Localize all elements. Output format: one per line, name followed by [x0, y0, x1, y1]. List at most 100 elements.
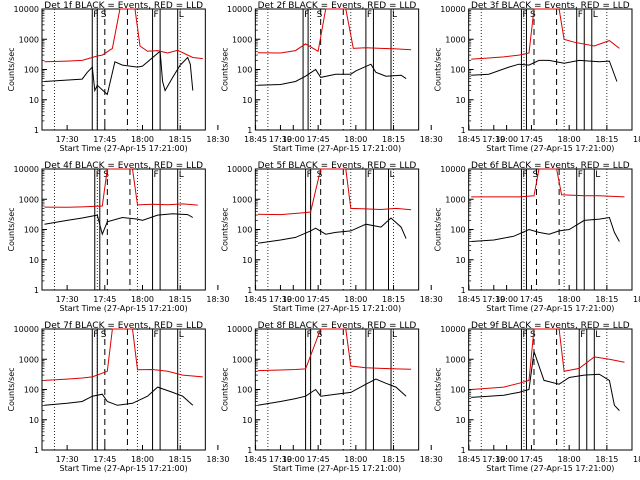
- x-axis-label: Start Time (27-Apr-15 17:21:00): [60, 464, 188, 473]
- series-lld-line: [44, 8, 203, 63]
- series-events-line: [257, 63, 407, 86]
- y-tick-label: 1: [247, 126, 252, 135]
- series-events-line: [44, 386, 194, 406]
- series-lld-line: [471, 8, 620, 60]
- y-tick-label: 10: [242, 256, 252, 265]
- panel-title: Det 9f BLACK = Events, RED = LLD: [471, 321, 630, 331]
- x-tick-label: 19:00: [495, 455, 518, 464]
- x-tick-label: 17:30: [56, 295, 79, 304]
- plot-frame: [41, 168, 206, 291]
- y-tick-label: 1: [461, 446, 466, 455]
- panel-title: Det 6f BLACK = Events, RED = LLD: [471, 161, 630, 171]
- x-tick-label: 17:45: [307, 135, 330, 144]
- x-axis-label: Start Time (27-Apr-15 17:21:00): [60, 144, 188, 153]
- x-tick-label: 18:15: [169, 135, 192, 144]
- x-tick-label: 18:45: [457, 135, 480, 144]
- x-tick-label: 17:45: [307, 455, 330, 464]
- panel-title: Det 7f BLACK = Events, RED = LLD: [44, 321, 203, 331]
- chart-panel-6: Det 6f BLACK = Events, RED = LLD 1 10 100 10…: [434, 161, 640, 313]
- y-tick-label: 1: [247, 286, 252, 295]
- x-tick-label: 19:00: [495, 295, 518, 304]
- segment-label: L: [595, 330, 600, 340]
- y-tick-label: 1000: [19, 355, 39, 364]
- plot-frame: [41, 8, 206, 131]
- y-tick-label: 100: [237, 386, 252, 395]
- y-tick-label: 10: [29, 96, 39, 105]
- segment-label: F: [307, 170, 312, 180]
- y-tick-label: 100: [237, 66, 252, 75]
- segment-label: S: [317, 330, 323, 340]
- x-tick-label: 18:30: [206, 295, 229, 304]
- y-axis-label: Counts/sec: [7, 47, 16, 91]
- series-lld-line: [257, 168, 412, 216]
- x-tick-label: 18:30: [633, 295, 640, 304]
- x-tick-label: 18:15: [595, 135, 618, 144]
- series-lld-line: [44, 168, 198, 208]
- y-tick-label: 10000: [14, 325, 39, 334]
- chart-panel-7: Det 7f BLACK = Events, RED = LLD 1 10 100 10…: [7, 321, 305, 473]
- y-tick-label: 1000: [232, 195, 252, 204]
- x-tick-label: 18:00: [558, 135, 581, 144]
- segment-label: L: [179, 10, 184, 20]
- y-tick-label: 1000: [19, 35, 39, 44]
- x-tick-label: 18:15: [382, 135, 405, 144]
- x-tick-label: 18:45: [244, 455, 267, 464]
- segment-label: F: [154, 330, 159, 340]
- x-tick-label: 18:15: [595, 295, 618, 304]
- y-tick-label: 100: [237, 226, 252, 235]
- y-tick-label: 100: [24, 66, 39, 75]
- x-tick-label: 18:00: [344, 455, 367, 464]
- y-tick-label: 1000: [232, 35, 252, 44]
- x-axis-label: Start Time (27-Apr-15 17:21:00): [273, 144, 401, 153]
- chart-panel-1: Det 1f BLACK = Events, RED = LLD 1 10 100 10…: [7, 1, 305, 153]
- y-tick-label: 10000: [440, 325, 465, 334]
- y-tick-label: 10: [29, 256, 39, 265]
- panel-title: Det 1f BLACK = Events, RED = LLD: [44, 1, 203, 11]
- plot-frame: [254, 328, 420, 451]
- x-tick-label: 19:00: [282, 295, 305, 304]
- y-axis-label: Counts/sec: [7, 367, 16, 411]
- series-events-line: [44, 213, 194, 236]
- segment-label: F: [93, 10, 98, 20]
- y-tick-label: 1: [34, 446, 39, 455]
- x-tick-label: 18:00: [344, 295, 367, 304]
- segment-label: F: [578, 10, 583, 20]
- x-tick-label: 17:30: [269, 295, 292, 304]
- y-tick-label: 10: [242, 96, 252, 105]
- y-tick-label: 10000: [227, 5, 252, 14]
- segment-label: F: [522, 330, 527, 340]
- y-tick-label: 1000: [445, 35, 465, 44]
- segment-label: L: [179, 170, 184, 180]
- plot-frame: [468, 328, 633, 451]
- segment-label: S: [532, 170, 538, 180]
- x-tick-label: 17:30: [482, 455, 505, 464]
- x-tick-label: 18:00: [131, 135, 154, 144]
- segment-label: S: [101, 330, 107, 340]
- x-tick-label: 17:45: [520, 135, 543, 144]
- chart-panel-4: Det 4f BLACK = Events, RED = LLD 1 10 100 10…: [7, 161, 305, 313]
- panel-title: Det 5f BLACK = Events, RED = LLD: [258, 161, 417, 171]
- y-tick-label: 10000: [227, 165, 252, 174]
- y-tick-label: 10000: [14, 5, 39, 14]
- segment-label: F: [367, 170, 372, 180]
- y-tick-label: 100: [450, 226, 465, 235]
- segment-label: F: [93, 330, 98, 340]
- panel-title: Det 8f BLACK = Events, RED = LLD: [258, 321, 417, 331]
- x-tick-label: 18:00: [131, 455, 154, 464]
- x-axis-label: Start Time (27-Apr-15 17:21:00): [273, 304, 401, 313]
- x-tick-label: 18:45: [457, 295, 480, 304]
- x-tick-label: 18:30: [633, 135, 640, 144]
- y-tick-label: 1000: [445, 355, 465, 364]
- y-axis-label: Counts/sec: [434, 207, 443, 251]
- series-lld-line: [471, 328, 625, 390]
- series-events-line: [471, 351, 620, 411]
- y-tick-label: 10: [455, 256, 465, 265]
- x-tick-label: 18:45: [244, 135, 267, 144]
- x-tick-label: 17:45: [520, 295, 543, 304]
- y-tick-label: 10: [455, 416, 465, 425]
- y-tick-label: 10000: [227, 325, 252, 334]
- y-tick-label: 100: [450, 386, 465, 395]
- plot-frame: [254, 168, 420, 291]
- x-tick-label: 17:45: [307, 295, 330, 304]
- x-tick-label: 17:30: [482, 135, 505, 144]
